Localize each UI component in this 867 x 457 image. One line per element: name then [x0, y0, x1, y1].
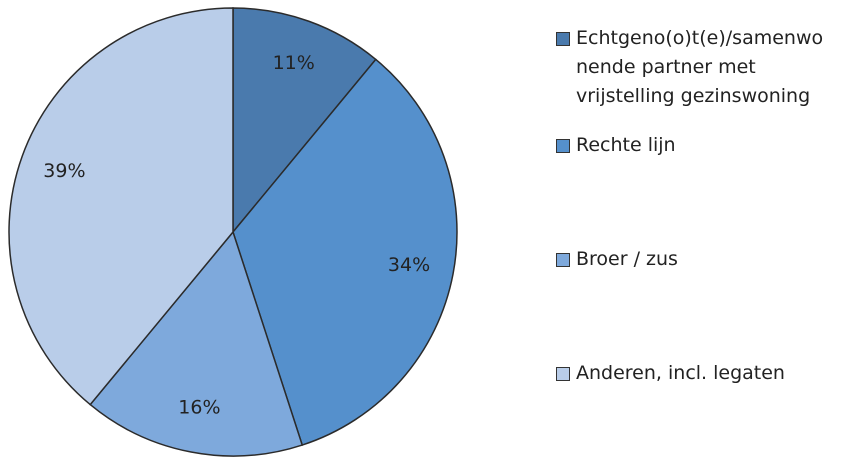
pie-slice [8, 7, 234, 406]
legend-item: Echtgeno(o)t(e)/samenwonende partner met… [556, 24, 856, 111]
legend-swatch [556, 32, 570, 46]
legend-swatch [556, 367, 570, 381]
legend-label: Broer / zus [576, 248, 678, 270]
pie-slice [232, 58, 458, 446]
legend-item: Anderen, incl. legaten [556, 359, 856, 388]
slice-label: 16% [178, 397, 220, 419]
slice-label: 11% [273, 52, 315, 74]
slice-label: 39% [43, 160, 85, 182]
legend-item: Rechte lijn [556, 131, 856, 160]
legend-item: Broer / zus [556, 245, 856, 274]
pie-slice [89, 230, 304, 457]
legend-label: Echtgeno(o)t(e)/samenwonende partner met… [576, 27, 824, 107]
slice-label: 34% [388, 254, 430, 276]
legend-swatch [556, 139, 570, 153]
pie-slice [232, 7, 377, 235]
legend-label: Anderen, incl. legaten [576, 362, 785, 384]
legend-swatch [556, 253, 570, 267]
legend-label: Rechte lijn [576, 134, 676, 156]
